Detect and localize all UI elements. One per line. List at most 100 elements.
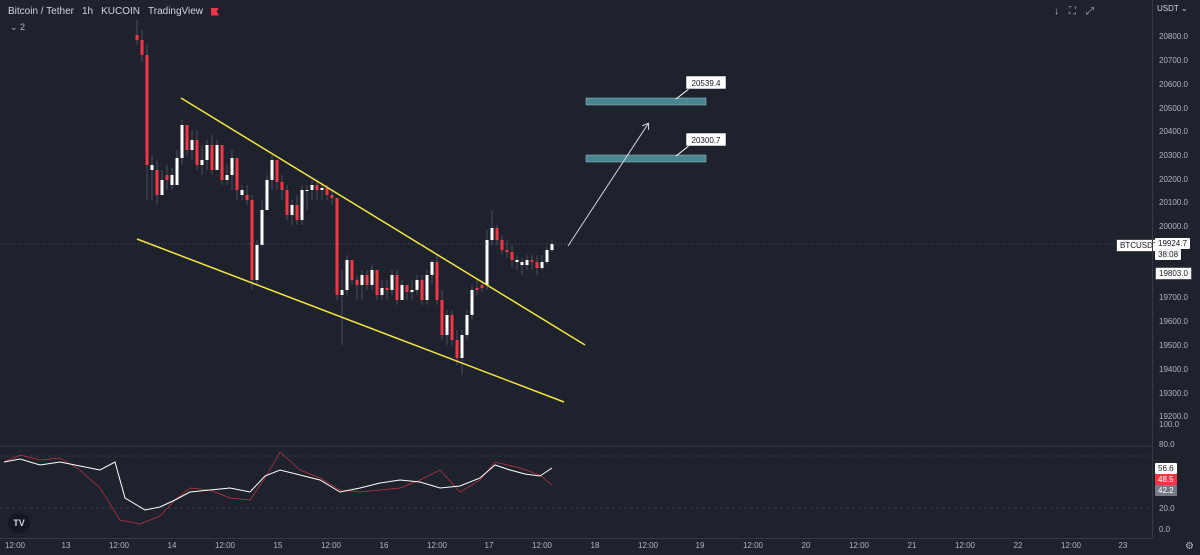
time-axis[interactable]: 12:00 13 12:00 14 12:00 15 12:00 16 12:00 17 12:00… (0, 538, 1152, 555)
currency-selector[interactable]: USDT ⌄ (1157, 4, 1188, 13)
time-tick: 12:00 (954, 541, 976, 550)
countdown: 38:08 (1158, 250, 1179, 259)
candle-body (155, 170, 159, 195)
candle-body (425, 275, 429, 300)
candle-body (215, 145, 219, 170)
time-tick: 21 (907, 541, 917, 550)
price-tick: 20100.0 (1159, 198, 1188, 207)
candle-body (140, 40, 144, 55)
fullscreen-icon[interactable]: ⛶ (1069, 6, 1076, 17)
projection-arrow[interactable] (567, 124, 648, 247)
candle-body (345, 260, 349, 290)
candle-body (205, 145, 209, 160)
candle-body (325, 188, 329, 195)
target-label-2: 20300.7 (692, 136, 721, 145)
time-tick: 23 (1118, 541, 1128, 550)
last-price: 19924.7 (1158, 239, 1187, 248)
snapshot-icon[interactable]: ⤢ (1086, 6, 1094, 17)
candle-body (475, 288, 479, 290)
price-tick: 20400.0 (1159, 127, 1188, 136)
price-tick: 20000.0 (1159, 222, 1188, 231)
candle-body (505, 250, 509, 252)
lower-trendline[interactable] (136, 238, 565, 403)
target-zone-1[interactable] (585, 97, 707, 106)
candle-body (285, 190, 289, 215)
candle-body (545, 250, 549, 262)
download-icon[interactable]: ↓ (1054, 6, 1059, 17)
price-tick: 19700.0 (1159, 293, 1188, 302)
rsi-secondary-value: 42.2 (1158, 486, 1174, 495)
price-tick: 19600.0 (1159, 317, 1188, 326)
currency-label: USDT (1157, 4, 1179, 13)
target-zone-2[interactable] (585, 154, 707, 163)
candle-body (165, 175, 169, 180)
candle-body (270, 160, 274, 180)
indicators-toggle[interactable]: ⌄ 2 (10, 22, 26, 32)
price-tick: 100.0 (1159, 420, 1180, 429)
candle-body (220, 145, 224, 180)
symbol-title[interactable]: Bitcoin / Tether (8, 6, 74, 17)
candle-body (245, 195, 249, 200)
candle-body (415, 280, 419, 290)
price-tick: 20800.0 (1159, 32, 1188, 41)
time-tick: 19 (695, 541, 705, 550)
candle-body (495, 228, 499, 240)
candle-body (350, 260, 354, 280)
flag-icon[interactable] (211, 7, 220, 16)
target-callout-1[interactable] (685, 75, 727, 90)
candle-body (260, 210, 264, 245)
interval-label[interactable]: 1h (81, 6, 94, 17)
candle-body (450, 315, 454, 340)
time-tick: 20 (801, 541, 811, 550)
candle-body (500, 240, 504, 250)
candle-body (310, 185, 314, 190)
candle-body (170, 175, 174, 185)
candle-body (375, 270, 379, 295)
candle-body (320, 188, 324, 190)
chart-area[interactable]: 20539.4 20300.7 Bitcoin / Tether 1h KUCO… (0, 0, 1162, 538)
target-callout-2[interactable] (685, 132, 727, 147)
price-tick: 20500.0 (1159, 104, 1188, 113)
candle-body (490, 228, 494, 240)
candle-body (515, 260, 519, 262)
symbol-badge: BTCUSDT (1116, 239, 1162, 252)
chart-header: Bitcoin / Tether 1h KUCOIN TradingView (8, 6, 220, 17)
time-tick: 12:00 (214, 541, 236, 550)
candle-body (175, 158, 179, 185)
candle-body (280, 182, 284, 190)
candle-body (185, 125, 189, 150)
time-tick: 14 (167, 541, 177, 550)
candle-body (430, 262, 434, 275)
candle-body (540, 262, 544, 268)
candle-body (435, 262, 439, 300)
time-tick: 12:00 (848, 541, 870, 550)
rsi-line (3, 458, 553, 511)
upper-trendline[interactable] (180, 97, 586, 346)
candle-body (160, 180, 164, 195)
price-tick: 20600.0 (1159, 80, 1188, 89)
candle-body (145, 55, 149, 165)
candle-body (530, 260, 534, 262)
price-tick: 0.0 (1159, 525, 1171, 534)
chart-toolbar: ↓ ⛶ ⤢ (1054, 6, 1094, 17)
target-label-1: 20539.4 (692, 79, 721, 88)
price-tick: 20700.0 (1159, 56, 1188, 65)
time-tick: 12:00 (426, 541, 448, 550)
gear-icon[interactable]: ⚙ (1185, 541, 1194, 552)
time-tick: 12:00 (742, 541, 764, 550)
candle-body (405, 285, 409, 292)
candle-body (365, 275, 369, 285)
time-tick: 12:00 (637, 541, 659, 550)
candle-body (210, 145, 214, 170)
price-tick: 20200.0 (1159, 175, 1188, 184)
time-tick: 12:00 (531, 541, 553, 550)
candle-body (195, 140, 199, 165)
price-chart[interactable]: 20539.4 20300.7 (0, 0, 1152, 538)
price-axis[interactable]: USDT ⌄ 20800.0 20700.0 20600.0 20500.0 20400… (1152, 0, 1200, 538)
candle-body (190, 140, 194, 150)
time-tick: 12:00 (4, 541, 26, 550)
candle-body (385, 288, 389, 290)
tradingview-logo[interactable]: TV (8, 513, 30, 533)
candle-body (240, 190, 244, 195)
price-tick: 19500.0 (1159, 341, 1188, 350)
